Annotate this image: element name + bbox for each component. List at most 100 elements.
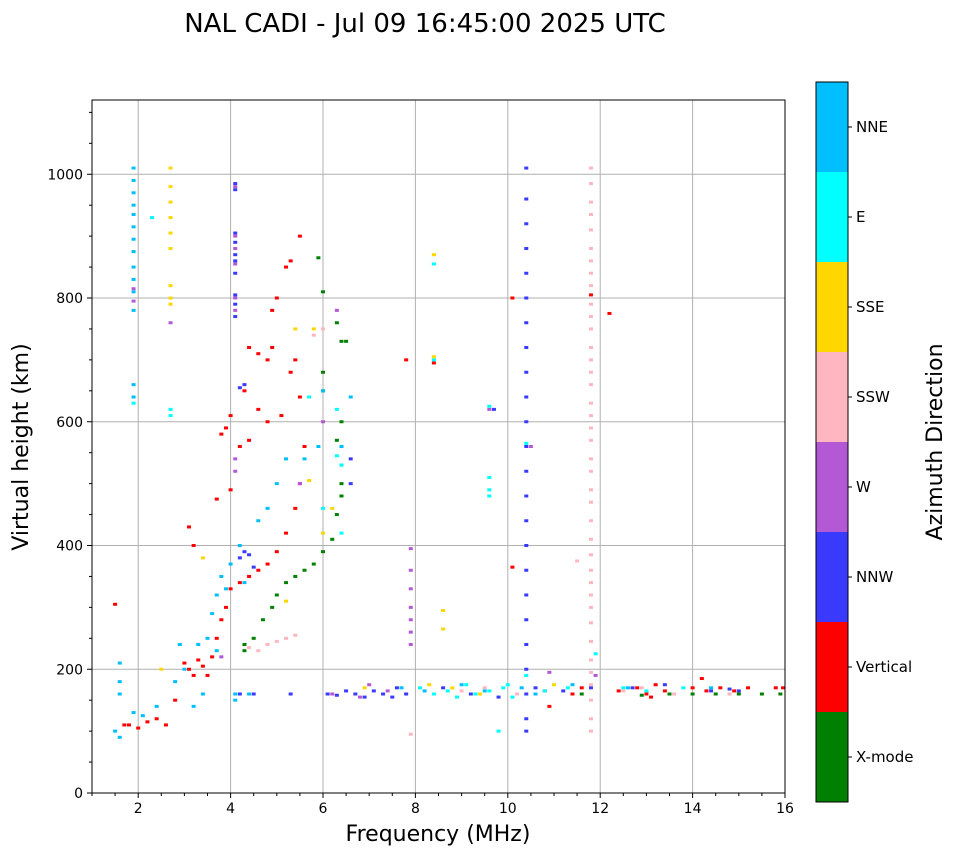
echo-point-ssw xyxy=(639,686,644,690)
echo-point-ssw xyxy=(408,732,413,736)
echo-point-nnw xyxy=(524,469,529,473)
echo-point-nnw xyxy=(524,197,529,201)
echo-point-nnw xyxy=(233,253,238,257)
echo-point-nne xyxy=(131,225,136,229)
echo-point-x-mode xyxy=(284,581,289,585)
echo-point-x-mode xyxy=(690,692,695,696)
echo-point-w xyxy=(528,445,533,448)
echo-point-ssw xyxy=(621,689,626,693)
echo-point-nne xyxy=(131,178,136,182)
echo-point-sse xyxy=(478,692,483,696)
echo-point-nnw xyxy=(237,692,242,696)
echo-point-nne xyxy=(131,711,136,715)
echo-point-nnw xyxy=(233,259,238,263)
echo-point-nne xyxy=(302,457,307,461)
echo-point-ssw xyxy=(588,553,593,557)
echo-point-w xyxy=(408,587,413,591)
echo-point-x-mode xyxy=(759,692,764,696)
echo-point-w xyxy=(219,655,224,659)
echo-point-x-mode xyxy=(321,550,325,554)
echo-point-vertical xyxy=(588,293,593,297)
echo-point-nne xyxy=(214,593,219,597)
echo-point-nnw xyxy=(441,686,446,690)
echo-point-nnw xyxy=(334,693,339,697)
echo-point-w xyxy=(233,296,238,300)
plot-area xyxy=(92,100,785,793)
echo-point-w xyxy=(408,630,413,634)
echo-point-vertical xyxy=(653,683,658,687)
echo-point-nnw xyxy=(524,222,529,226)
echo-point-e xyxy=(524,673,529,677)
y-tick-label: 600 xyxy=(56,415,83,431)
echo-point-vertical xyxy=(219,432,224,436)
colorbar-swatch xyxy=(816,442,848,532)
echo-point-ssw xyxy=(588,383,593,387)
echo-point-ssw xyxy=(672,692,677,696)
echo-point-nnw xyxy=(404,692,409,696)
echo-point-nnw xyxy=(233,315,238,319)
echo-point-nne xyxy=(223,587,228,591)
echo-point-nne xyxy=(131,383,136,387)
colorbar: X-mode Vertical NNW W SSW SSE E NNE xyxy=(815,81,913,803)
echo-point-ssw xyxy=(274,639,279,643)
echo-point-nne xyxy=(140,714,145,718)
echo-point-ssw xyxy=(588,658,593,662)
colorbar-label-sse: SSE xyxy=(856,298,885,316)
echo-point-nne xyxy=(422,689,427,693)
echo-point-e xyxy=(621,686,626,690)
echo-point-vertical xyxy=(126,723,131,727)
echo-point-vertical xyxy=(256,352,261,356)
colorbar-label: Azimuth Direction xyxy=(923,343,948,540)
echo-point-w xyxy=(357,695,362,699)
echo-point-nnw xyxy=(468,692,473,696)
echo-point-nnw xyxy=(524,321,529,325)
echo-point-nnw xyxy=(233,240,238,244)
echo-point-w xyxy=(233,247,238,250)
echo-point-nne xyxy=(233,698,238,702)
echo-point-nne xyxy=(117,680,122,684)
colorbar-label-w: W xyxy=(856,478,871,496)
echo-point-vertical xyxy=(579,686,584,690)
echo-point-ssw xyxy=(588,358,593,362)
echo-point-nnw xyxy=(524,568,529,572)
echo-point-nne xyxy=(256,519,261,523)
echo-point-nnw xyxy=(353,692,358,696)
echo-point-ssw xyxy=(588,717,593,721)
echo-point-vertical xyxy=(145,720,150,724)
echo-point-nnw xyxy=(251,692,256,696)
echo-point-vertical xyxy=(265,420,270,424)
echo-point-sse xyxy=(427,683,432,687)
echo-point-nnw xyxy=(524,494,529,498)
echo-point-nnw xyxy=(524,346,529,349)
echo-point-nne xyxy=(210,612,215,616)
echo-point-vertical xyxy=(247,346,252,349)
echo-point-sse xyxy=(168,216,173,220)
echo-point-nnw xyxy=(381,692,386,696)
echo-point-nne xyxy=(519,686,524,690)
echo-point-e xyxy=(418,686,423,690)
echo-point-sse xyxy=(330,506,335,510)
echo-point-ssw xyxy=(482,686,487,690)
echo-point-e xyxy=(487,689,492,693)
echo-point-vertical xyxy=(270,308,275,312)
echo-point-ssw xyxy=(321,327,325,331)
echo-point-ssw xyxy=(588,200,593,204)
echo-point-ssw xyxy=(588,327,593,331)
echo-point-x-mode xyxy=(579,692,584,696)
echo-point-e xyxy=(131,401,136,405)
echo-point-vertical xyxy=(228,488,233,492)
colorbar-swatch xyxy=(816,172,848,262)
echo-point-sse xyxy=(168,284,173,288)
echo-point-nnw xyxy=(394,686,399,690)
echo-point-x-mode xyxy=(334,438,339,442)
grid-lines xyxy=(92,100,785,793)
echo-point-x-mode xyxy=(339,482,344,486)
echo-point-ssw xyxy=(588,488,593,492)
echo-point-ssw xyxy=(293,633,298,637)
echo-point-ssw xyxy=(588,605,593,609)
echo-point-nnw xyxy=(524,420,529,424)
colorbar-label-nne: NNE xyxy=(856,118,888,136)
echo-point-vertical xyxy=(662,689,667,693)
echo-point-ssw xyxy=(588,568,593,572)
echo-point-nnw xyxy=(371,689,376,693)
